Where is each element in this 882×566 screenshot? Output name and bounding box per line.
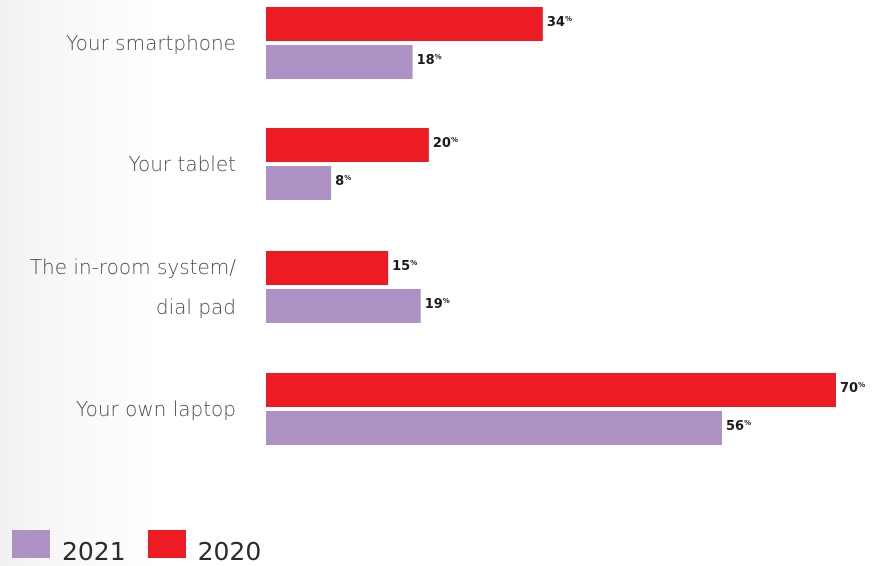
data-label: 15% xyxy=(392,259,417,274)
category-label: Your smartphone xyxy=(66,31,236,55)
legend-swatch-2020 xyxy=(147,530,186,558)
bar-2020 xyxy=(266,7,543,41)
category-label: The in-room system/ xyxy=(30,255,236,279)
legend-item-2020: 2020 xyxy=(147,530,261,564)
data-label: 34% xyxy=(547,15,572,30)
legend-label-2020: 2020 xyxy=(197,537,262,566)
category-label: Your own laptop xyxy=(76,397,236,421)
data-label: 18% xyxy=(417,53,442,68)
bar-2021 xyxy=(266,45,413,79)
category-label: dial pad xyxy=(156,295,236,319)
data-label: 8% xyxy=(335,174,351,189)
bar-2020 xyxy=(266,373,836,407)
bar-2021 xyxy=(266,289,421,323)
data-label: 19% xyxy=(425,297,450,312)
legend-label-2021: 2021 xyxy=(62,537,126,566)
data-label: 56% xyxy=(726,419,751,434)
bar-2021 xyxy=(266,166,332,200)
legend: 2021 2020 xyxy=(12,526,283,564)
bar-2021 xyxy=(266,411,722,445)
bar-2020 xyxy=(266,128,429,162)
data-label: 20% xyxy=(433,136,458,151)
legend-swatch-2021 xyxy=(12,530,50,558)
legend-item-2021: 2021 xyxy=(12,530,126,564)
category-label: Your tablet xyxy=(128,152,236,176)
bar-2020 xyxy=(266,251,389,285)
bar-chart: Your smartphone 34% 18% Your tablet 20% 8% The… xyxy=(30,7,865,445)
data-label: 70% xyxy=(840,381,865,396)
